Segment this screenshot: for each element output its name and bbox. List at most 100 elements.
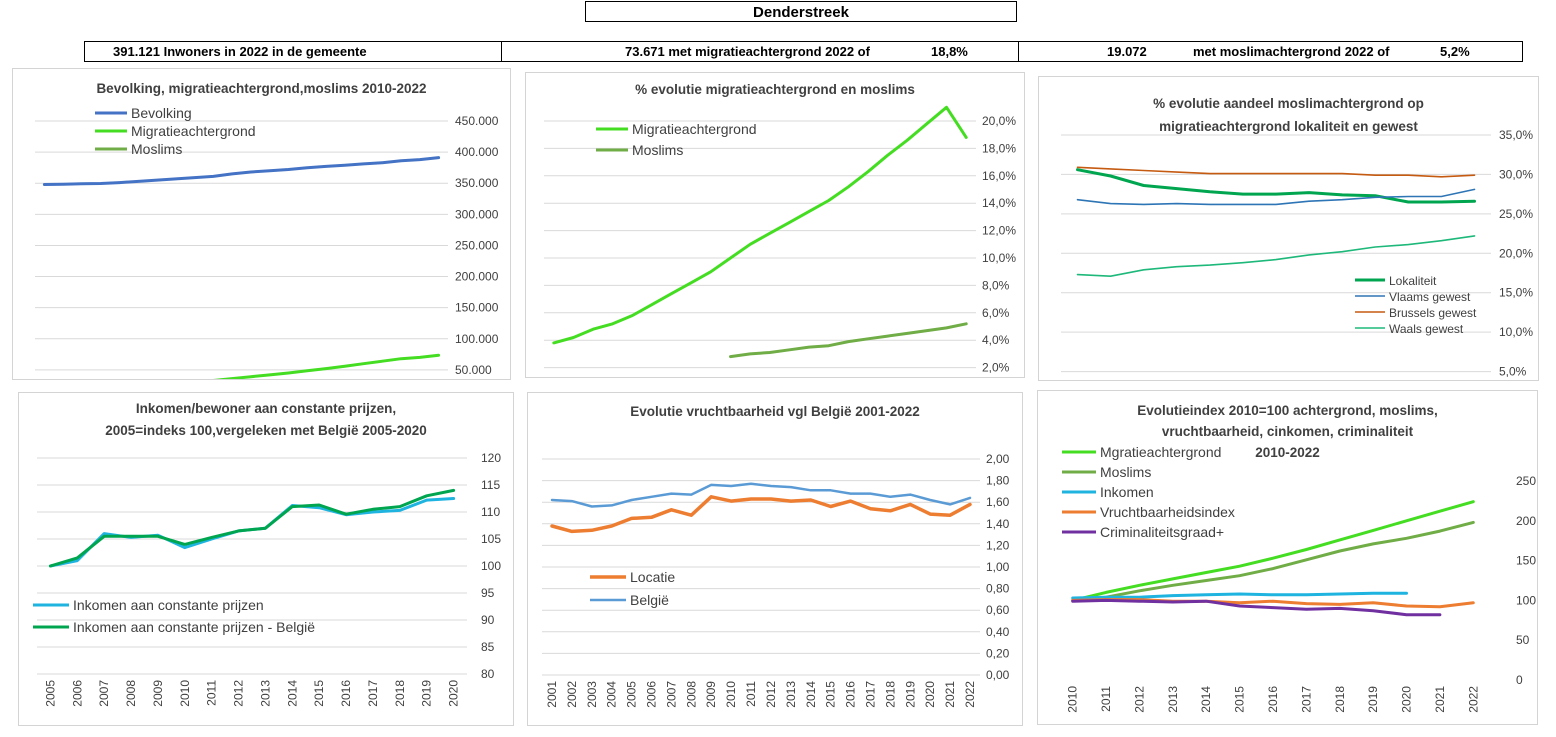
x-tick-label: 2017 xyxy=(1299,686,1313,713)
y-tick-label: 12,0% xyxy=(982,224,1016,238)
legend-label: Mgratieachtergrond xyxy=(1100,444,1221,460)
y-tick-label: 100.000 xyxy=(455,332,499,346)
y-tick-label: 0,40 xyxy=(986,625,1010,639)
y-tick-label: 50 xyxy=(1516,633,1530,647)
x-tick-label: 2006 xyxy=(70,680,84,707)
x-tick-label: 2001 xyxy=(545,681,559,708)
chart-migration-percent: % evolutie migratieachtergrond en moslim… xyxy=(525,72,1025,378)
x-tick-label: 2015 xyxy=(1233,686,1247,713)
x-tick-label: 2009 xyxy=(704,681,718,708)
legend-label: Migratieachtergrond xyxy=(131,123,256,139)
x-tick-label: 2012 xyxy=(232,680,246,707)
x-tick-label: 2008 xyxy=(684,681,698,708)
x-tick-label: 2004 xyxy=(605,681,619,708)
y-tick-label: 4,0% xyxy=(982,333,1010,347)
y-tick-label: 100 xyxy=(481,559,501,573)
x-tick-label: 2017 xyxy=(864,681,878,708)
y-tick-label: 10,0% xyxy=(982,251,1016,265)
y-tick-label: 0 xyxy=(1516,673,1523,687)
y-tick-label: 90 xyxy=(481,613,495,627)
legend-label: Criminaliteitsgraad+ xyxy=(1100,524,1224,540)
y-tick-label: 400.000 xyxy=(455,145,499,159)
x-tick-label: 2011 xyxy=(744,681,758,707)
x-tick-label: 2011 xyxy=(205,680,219,706)
y-tick-label: 20,0% xyxy=(982,114,1016,128)
y-tick-label: 14,0% xyxy=(982,196,1016,210)
x-tick-label: 2005 xyxy=(43,680,57,707)
series-line-criminaliteitsgraad xyxy=(1071,598,1442,617)
y-tick-label: 10,0% xyxy=(1499,325,1533,339)
series-line-waals-gewest xyxy=(1076,235,1476,277)
legend-label: Moslims xyxy=(1100,464,1151,480)
y-tick-label: 30,0% xyxy=(1499,167,1533,181)
x-tick-label: 2010 xyxy=(1066,686,1080,713)
chart-title: vruchtbaarheid, cinkomen, criminaliteit xyxy=(1162,424,1414,439)
x-tick-label: 2014 xyxy=(285,680,299,707)
x-tick-label: 2018 xyxy=(393,680,407,707)
y-tick-label: 150 xyxy=(1516,554,1536,568)
y-tick-label: 50.000 xyxy=(455,363,492,377)
y-tick-label: 100 xyxy=(1516,593,1536,607)
y-tick-label: 85 xyxy=(481,640,495,654)
legend-label: Brussels gewest xyxy=(1389,306,1477,320)
y-tick-label: 0,00 xyxy=(986,668,1010,682)
y-tick-label: 450.000 xyxy=(455,114,499,128)
y-tick-label: 105 xyxy=(481,532,501,546)
chart-svg: % evolutie migratieachtergrond en moslim… xyxy=(544,82,1016,375)
series-line-inkomen xyxy=(1071,591,1408,600)
series-line-lokaliteit xyxy=(1076,168,1476,204)
stat-muslim-percent: 5,2% xyxy=(1440,44,1470,59)
x-tick-label: 2020 xyxy=(447,680,461,707)
y-tick-label: 15,0% xyxy=(1499,286,1533,300)
series-line-belgi xyxy=(550,482,972,508)
series-line-mgratieachtergrond xyxy=(1071,500,1475,602)
x-tick-label: 2011 xyxy=(1099,686,1113,712)
y-tick-label: 0,80 xyxy=(986,582,1010,596)
chart-title: migratieachtergrond lokaliteit en gewest xyxy=(1159,119,1418,134)
x-tick-label: 2016 xyxy=(1266,686,1280,713)
x-tick-label: 2019 xyxy=(420,680,434,707)
x-tick-label: 2014 xyxy=(1199,686,1213,713)
x-tick-label: 2005 xyxy=(625,681,639,708)
x-tick-label: 2009 xyxy=(151,680,165,707)
series-line-vlaams-gewest xyxy=(1076,188,1476,206)
x-tick-label: 2022 xyxy=(1466,686,1480,713)
legend-label: Waals gewest xyxy=(1389,322,1464,336)
y-tick-label: 95 xyxy=(481,586,495,600)
x-tick-label: 2022 xyxy=(963,681,977,708)
series-line-vruchtbaarheidsindex xyxy=(1071,598,1475,609)
chart-svg: Evolutie vruchtbaarheid vgl België 2001-… xyxy=(542,404,1010,708)
chart-evolution-index: Evolutieindex 2010=100 achtergrond, mosl… xyxy=(1037,390,1538,725)
y-tick-label: 150.000 xyxy=(455,301,499,315)
x-tick-label: 2012 xyxy=(1132,686,1146,713)
series-line-brussels-gewest xyxy=(1076,166,1476,178)
y-tick-label: 1,40 xyxy=(986,517,1010,531)
y-tick-label: 18,0% xyxy=(982,141,1016,155)
legend-label: België xyxy=(630,592,669,608)
chart-title: Inkomen/bewoner aan constante prijzen, xyxy=(136,401,396,416)
chart-svg: Bevolking, migratieachtergrond,moslims 2… xyxy=(35,81,499,379)
y-tick-label: 0,60 xyxy=(986,603,1010,617)
chart-title: % evolutie aandeel moslimachtergrond op xyxy=(1153,96,1424,111)
y-tick-label: 120 xyxy=(481,451,501,465)
x-tick-label: 2019 xyxy=(1366,686,1380,713)
series-line-locatie xyxy=(550,495,972,534)
y-tick-label: 25,0% xyxy=(1499,207,1533,221)
x-tick-label: 2018 xyxy=(1333,686,1347,713)
y-tick-label: 1,20 xyxy=(986,538,1010,552)
legend-label: Moslims xyxy=(131,141,182,157)
x-tick-label: 2007 xyxy=(664,681,678,708)
y-tick-label: 35,0% xyxy=(1499,128,1533,142)
x-tick-label: 2021 xyxy=(1433,686,1447,713)
x-tick-label: 2010 xyxy=(724,681,738,708)
y-tick-label: 1,80 xyxy=(986,474,1010,488)
stat-migration-percent: 18,8% xyxy=(931,44,968,59)
y-tick-label: 1,00 xyxy=(986,560,1010,574)
x-tick-label: 2013 xyxy=(258,680,272,707)
legend-label: Vruchtbaarheidsindex xyxy=(1100,504,1235,520)
chart-svg: Evolutieindex 2010=100 achtergrond, mosl… xyxy=(1062,403,1536,713)
y-tick-label: 2,00 xyxy=(986,452,1010,466)
y-tick-label: 2,0% xyxy=(982,361,1010,375)
y-tick-label: 16,0% xyxy=(982,169,1016,183)
chart-title: Bevolking, migratieachtergrond,moslims 2… xyxy=(96,81,426,96)
